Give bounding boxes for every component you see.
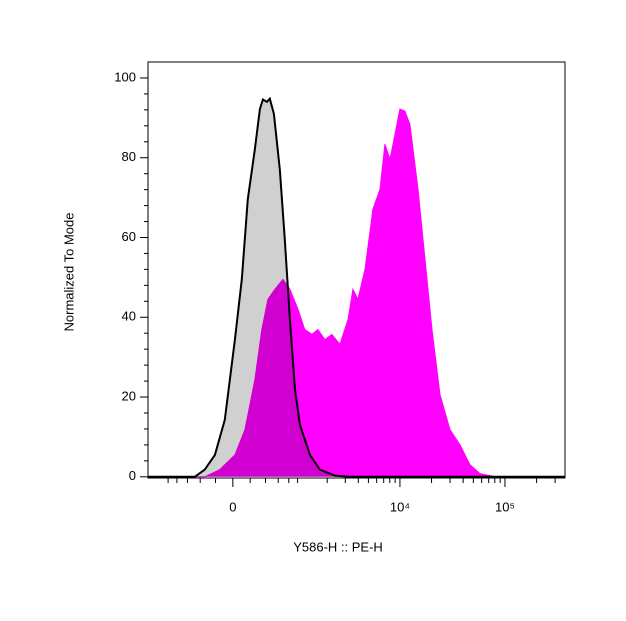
x-tick-label: 10⁴ — [390, 499, 410, 514]
x-tick-label: 0 — [229, 499, 236, 514]
y-tick-label: 40 — [122, 309, 136, 324]
histogram-area — [148, 109, 565, 477]
y-tick-label: 20 — [122, 388, 136, 403]
x-tick-label: 10⁵ — [495, 499, 515, 514]
histogram-area — [148, 98, 565, 477]
y-tick-label: 60 — [122, 229, 136, 244]
y-tick-label: 80 — [122, 149, 136, 164]
histogram-outline — [148, 96, 565, 478]
y-axis-label: Normalized To Mode — [61, 213, 76, 332]
x-axis-label: Y586-H :: PE-H — [293, 539, 383, 554]
y-tick-label: 100 — [114, 69, 136, 84]
plot-frame — [147, 61, 566, 479]
y-tick-label: 0 — [129, 468, 136, 483]
